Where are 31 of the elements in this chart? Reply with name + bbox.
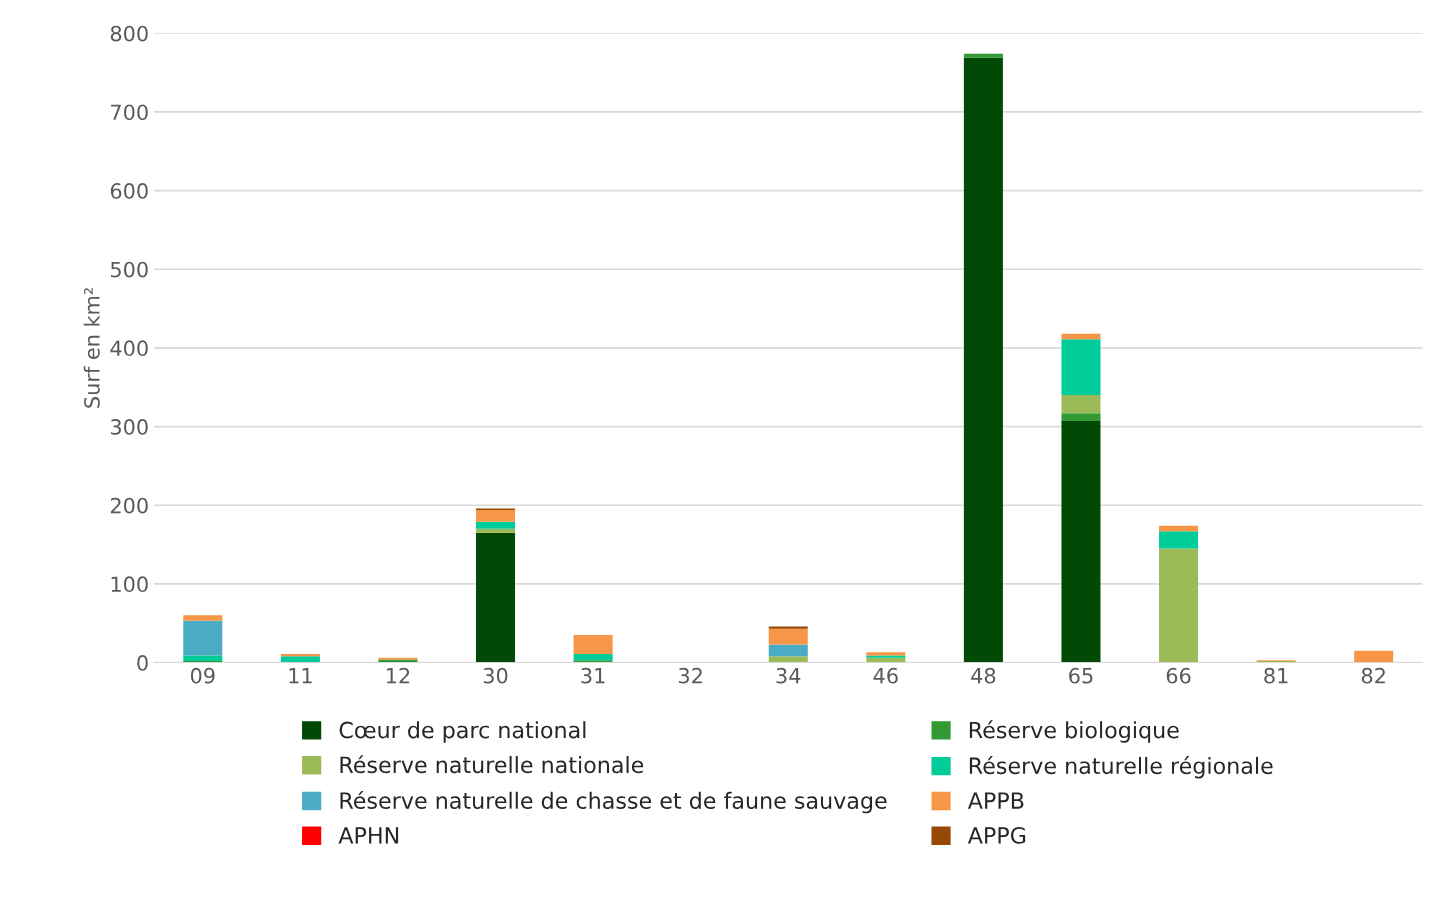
x-tick-label: 82 [1361, 667, 1385, 684]
legend-label: APPG [967, 827, 1026, 844]
legend-label: APHN [338, 827, 399, 844]
x-tick-label: 34 [776, 667, 801, 684]
legend-label: Cœur de parc national [339, 721, 586, 743]
x-tick-label: 81 [1264, 667, 1288, 684]
y-tick-label: 300 [110, 419, 148, 435]
y-tick-label: 0 [137, 655, 148, 671]
x-tick-label: 48 [971, 667, 996, 684]
y-tick-label: 400 [110, 340, 148, 357]
legend-label: APPB [967, 792, 1024, 809]
x-tick-label: 65 [1069, 667, 1093, 684]
x-tick-label: 46 [873, 667, 898, 684]
legend-label: Réserve biologique [969, 720, 1179, 743]
y-tick-label: 100 [111, 576, 148, 593]
x-tick-label: 12 [386, 667, 410, 684]
y-tick-label: 800 [110, 25, 148, 42]
x-tick-label: 32 [679, 667, 702, 684]
legend-label: Réserve naturelle nationale [340, 755, 644, 774]
y-tick-label: 500 [111, 261, 148, 278]
legend-label: Réserve naturelle de chasse et de faune sauvage [340, 790, 887, 814]
x-tick-label: 66 [1166, 667, 1191, 684]
y-tick-label: 200 [110, 497, 148, 514]
x-tick-label: 11 [289, 668, 312, 684]
y-tick-label: 700 [111, 104, 148, 121]
x-tick-label: 09 [190, 667, 215, 684]
legend-label: Réserve naturelle régionale [969, 756, 1273, 779]
y-axis-title: Surf en km² [83, 288, 100, 408]
x-tick-label: 30 [483, 667, 508, 684]
y-tick-label: 600 [110, 183, 148, 199]
x-tick-label: 31 [581, 667, 605, 684]
